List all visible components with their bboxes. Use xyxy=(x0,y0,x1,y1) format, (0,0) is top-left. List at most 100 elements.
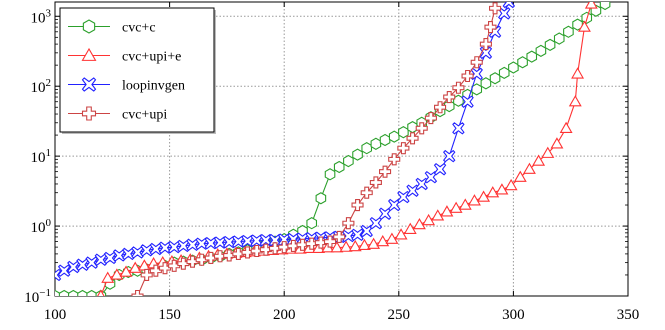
y-tick-label: 10−1 xyxy=(24,287,51,306)
data-point xyxy=(149,264,162,277)
y-tick-label: 101 xyxy=(31,147,52,166)
data-point xyxy=(168,259,181,272)
data-point xyxy=(535,44,547,58)
data-point xyxy=(360,186,373,199)
data-point xyxy=(498,66,510,80)
data-point xyxy=(352,148,363,161)
data-point xyxy=(204,251,217,265)
data-point xyxy=(343,154,354,168)
data-point xyxy=(412,217,426,230)
data-point xyxy=(559,121,573,133)
y-tick-label: 102 xyxy=(31,77,52,96)
x-tick-label: 250 xyxy=(388,307,411,323)
data-point xyxy=(461,95,474,108)
data-point xyxy=(385,232,399,244)
x-tick-label: 350 xyxy=(617,307,640,323)
data-point xyxy=(323,235,337,248)
data-point xyxy=(81,77,97,92)
data-point xyxy=(489,2,502,15)
data-point xyxy=(55,289,61,296)
legend: cvc+c cvc+upi+e loopinvgen cvc+upi xyxy=(59,7,216,134)
data-point xyxy=(388,130,400,143)
data-point xyxy=(563,25,574,38)
data-point xyxy=(458,198,472,210)
data-point xyxy=(378,165,392,178)
data-point xyxy=(324,168,336,181)
x-tick-label: 150 xyxy=(158,307,181,323)
data-point xyxy=(470,56,483,69)
data-point xyxy=(101,271,115,283)
legend-item: cvc+upi+e xyxy=(68,47,181,65)
data-point xyxy=(452,122,465,135)
data-point xyxy=(397,142,410,155)
data-point xyxy=(330,241,344,253)
legend-item: cvc+upi xyxy=(68,106,167,123)
data-point xyxy=(351,198,364,212)
legend-label: cvc+upi xyxy=(122,108,167,123)
data-point xyxy=(422,213,436,226)
data-point xyxy=(339,240,353,252)
data-point xyxy=(532,154,546,166)
data-point xyxy=(82,19,96,34)
data-point xyxy=(119,265,133,277)
data-point xyxy=(140,268,153,282)
legend-label: cvc+c xyxy=(122,21,156,36)
series-cvc-upi xyxy=(131,2,502,296)
data-point xyxy=(97,289,105,296)
data-point xyxy=(232,247,245,260)
data-point xyxy=(431,209,445,221)
legend-label: loopinvgen xyxy=(122,79,185,94)
data-point xyxy=(348,239,362,252)
data-point xyxy=(495,183,509,195)
data-point xyxy=(550,137,564,149)
data-point xyxy=(541,146,555,158)
data-point xyxy=(504,178,518,191)
data-point xyxy=(522,162,536,174)
data-point xyxy=(406,132,419,145)
y-tick-label: 100 xyxy=(31,217,52,236)
data-point xyxy=(305,237,318,250)
data-point xyxy=(57,264,71,277)
legend-item: cvc+c xyxy=(68,19,156,36)
data-point xyxy=(544,38,556,52)
axis-frame xyxy=(54,1,629,297)
legend-item: loopinvgen xyxy=(68,77,185,94)
x-tick-label: 200 xyxy=(273,307,296,323)
data-point xyxy=(333,230,346,243)
data-point xyxy=(434,101,447,114)
data-point xyxy=(578,20,591,32)
data-point xyxy=(342,217,355,230)
y-tick-label: 103 xyxy=(31,7,52,26)
data-point xyxy=(86,289,97,296)
legend-label: cvc+upi+e xyxy=(122,50,181,65)
data-point xyxy=(77,289,88,296)
data-point xyxy=(599,2,611,11)
data-point xyxy=(223,249,236,262)
data-point xyxy=(213,250,227,263)
data-point xyxy=(449,201,463,213)
data-point xyxy=(58,289,70,296)
data-point xyxy=(442,149,456,163)
data-point xyxy=(81,106,97,121)
data-point xyxy=(394,228,408,240)
data-point xyxy=(333,160,345,174)
x-tick-label: 300 xyxy=(502,307,525,323)
data-point xyxy=(571,67,585,79)
data-point xyxy=(452,81,465,94)
data-point xyxy=(477,190,491,202)
data-point xyxy=(508,61,519,74)
data-point xyxy=(370,137,382,150)
data-point xyxy=(424,112,437,125)
data-point xyxy=(81,47,97,61)
data-point xyxy=(306,217,318,230)
data-point xyxy=(480,77,492,90)
data-point xyxy=(177,257,190,270)
data-point xyxy=(315,192,327,205)
data-point xyxy=(314,236,327,249)
data-point xyxy=(250,244,263,258)
data-point xyxy=(158,262,172,275)
data-point xyxy=(379,133,391,147)
data-point xyxy=(584,2,598,9)
